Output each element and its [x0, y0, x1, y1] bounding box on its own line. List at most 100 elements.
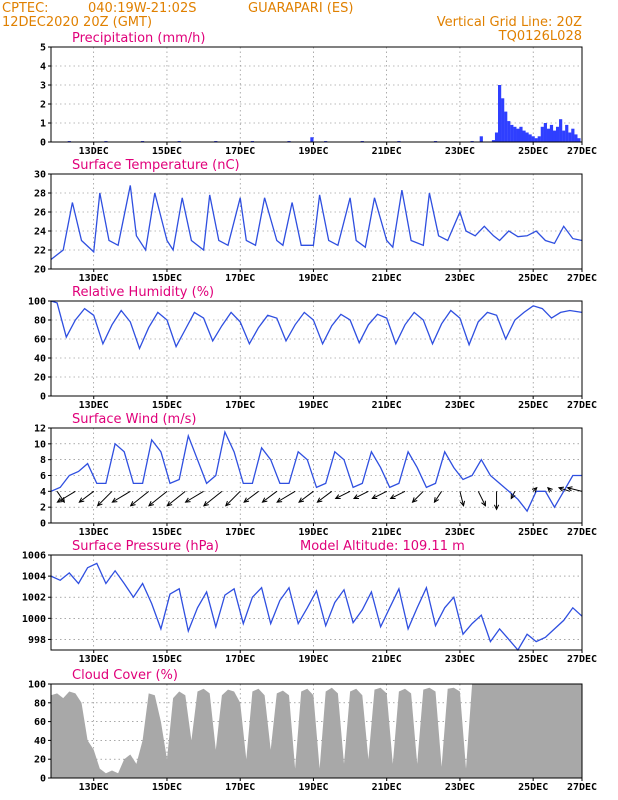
precip-bar: [565, 124, 569, 142]
y-tick-label: 0: [40, 774, 46, 785]
x-tick-label: 13DEC: [79, 400, 109, 411]
wind-arrow-head: [371, 494, 378, 500]
x-tick-label: 17DEC: [225, 527, 255, 538]
wind-panel: 0 2 4 6 8 10 12 13DEC 15DEC 17DEC 19DEC 21DEC 23DEC 2…: [34, 412, 597, 538]
header-coords: 040:19W-21:02S: [88, 1, 196, 16]
wind-arrow-head: [316, 497, 323, 503]
wind-arrow: [335, 490, 351, 499]
y-tick-label: 10: [34, 439, 46, 450]
x-tick-label: 27DEC: [567, 146, 597, 157]
wind-arrow: [185, 490, 204, 503]
x-tick-label: 21DEC: [372, 146, 402, 157]
y-tick-label: 1004: [22, 572, 46, 583]
precip-bar: [534, 138, 538, 142]
cloud-title: Cloud Cover (%): [72, 668, 178, 683]
wind-arrow: [434, 491, 443, 503]
precip-bar: [543, 123, 547, 142]
precip-bar: [522, 130, 526, 142]
cloud-frame: [50, 683, 583, 779]
rh-frame: [50, 300, 583, 397]
wind-arrow: [567, 487, 583, 492]
y-tick-label: 100: [28, 680, 46, 691]
x-tick-label: 25DEC: [518, 782, 548, 793]
temp-line: [50, 185, 583, 261]
x-tick-label: 17DEC: [225, 400, 255, 411]
y-tick-label: 24: [34, 227, 46, 238]
precip-bar: [540, 126, 544, 142]
wind-arrow-head: [78, 497, 85, 503]
precip-bar: [574, 134, 578, 142]
wind-arrow: [276, 490, 296, 503]
wind-arrow-head: [243, 497, 250, 503]
y-tick-label: 12: [34, 424, 46, 435]
wind-arrow: [390, 490, 406, 499]
x-tick-label: 27DEC: [567, 273, 597, 284]
wind-arrow: [353, 490, 369, 499]
y-tick-label: 100: [28, 297, 46, 308]
y-tick-label: 0: [40, 392, 46, 403]
precip-bar: [571, 128, 575, 142]
precip-bar: [552, 130, 557, 142]
y-tick-label: 1: [40, 119, 46, 130]
wind-arrow-head: [129, 501, 136, 507]
x-tick-label: 27DEC: [567, 527, 597, 538]
y-tick-label: 0: [40, 519, 46, 530]
pres-panel: 998 1000 1002 1004 1006 13DEC 15DEC 17DEC 19DEC 2…: [22, 539, 597, 665]
x-tick-label: 23DEC: [445, 273, 475, 284]
y-tick-label: 28: [34, 189, 46, 200]
y-tick-label: 1000: [22, 614, 46, 625]
wind-arrow: [477, 491, 486, 506]
x-tick-label: 23DEC: [445, 782, 475, 793]
wind-arrow-head: [566, 486, 573, 492]
wind-arrow-head: [389, 494, 396, 500]
x-tick-label: 13DEC: [79, 273, 109, 284]
temp-panel: 20 22 24 26 28 30 13DEC 15DEC 17DEC 19DEC 21DEC 23D…: [34, 158, 597, 284]
header-code: TQ0126L028: [498, 29, 582, 44]
wind-arrow: [317, 490, 333, 503]
y-tick-label: 1006: [22, 551, 46, 562]
x-tick-label: 15DEC: [152, 400, 182, 411]
rh-panel: 0 20 40 60 80 100 13DEC 15DEC 17DEC 19DEC 21DEC 23D…: [28, 285, 597, 411]
y-tick-label: 3: [40, 81, 46, 92]
wind-arrow: [130, 490, 149, 507]
precip-bar: [519, 126, 523, 142]
x-tick-label: 13DEC: [79, 654, 109, 665]
wind-arrow: [510, 491, 516, 499]
x-tick-label: 23DEC: [445, 146, 475, 157]
x-tick-label: 19DEC: [298, 273, 328, 284]
wind-title: Surface Wind (m/s): [72, 412, 196, 427]
wind-arrow-head: [224, 500, 231, 507]
precip-bar: [537, 136, 541, 142]
header-location: GUARAPARI (ES): [248, 1, 353, 16]
y-tick-label: 26: [34, 208, 46, 219]
wind-arrow-head: [481, 500, 486, 507]
y-tick-label: 80: [34, 316, 46, 327]
wind-arrow-head: [111, 497, 118, 503]
precip-bar: [504, 111, 508, 142]
y-tick-label: 998: [28, 635, 46, 646]
x-tick-label: 19DEC: [298, 654, 328, 665]
y-tick-label: 2: [40, 503, 46, 514]
precip-bar: [528, 134, 532, 142]
x-tick-label: 25DEC: [518, 146, 548, 157]
wind-arrow: [148, 490, 168, 507]
rh-line: [50, 300, 583, 351]
wind-arrow-head: [298, 497, 305, 503]
y-tick-label: 2: [40, 100, 46, 111]
x-tick-label: 21DEC: [372, 782, 402, 793]
x-tick-label: 15DEC: [152, 146, 182, 157]
x-tick-label: 17DEC: [225, 782, 255, 793]
wind-arrow-head: [352, 494, 359, 500]
wind-arrow-head: [334, 494, 341, 500]
precip-bar: [491, 140, 496, 142]
y-tick-label: 0: [40, 138, 46, 149]
wind-arrow: [56, 491, 65, 503]
x-tick-label: 19DEC: [298, 400, 328, 411]
wind-arrow: [459, 491, 465, 506]
y-tick-label: 6: [40, 471, 46, 482]
x-tick-label: 25DEC: [518, 527, 548, 538]
x-tick-label: 15DEC: [152, 527, 182, 538]
precip-bar: [531, 136, 535, 142]
y-tick-label: 22: [34, 246, 46, 257]
